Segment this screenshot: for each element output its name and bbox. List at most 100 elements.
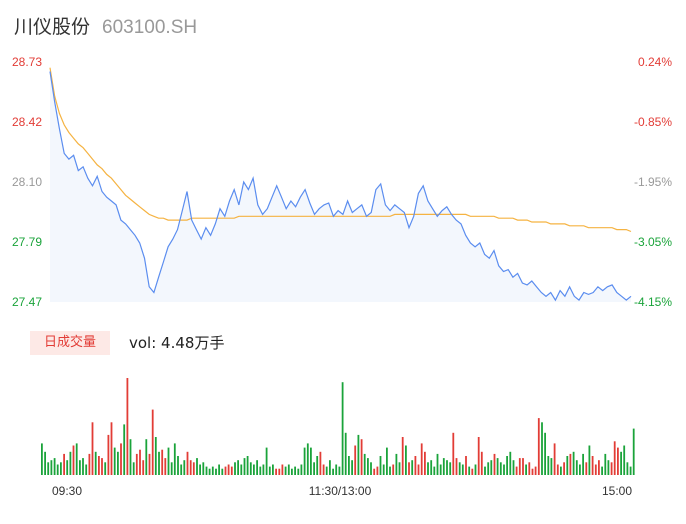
volume-bar xyxy=(376,466,379,475)
time-tick-label: 11:30/13:00 xyxy=(309,484,372,498)
volume-bar xyxy=(79,460,81,475)
volume-bar xyxy=(433,466,436,475)
stock-header: 川仪股份 603100.SH xyxy=(14,12,197,42)
volume-bar xyxy=(294,466,296,475)
volume-bar xyxy=(452,432,455,475)
time-tick-label: 15:00 xyxy=(602,484,632,498)
volume-bar xyxy=(449,462,452,475)
volume-bar xyxy=(154,437,157,475)
average-price-line xyxy=(49,67,632,233)
volume-bar xyxy=(496,458,499,475)
volume-bar xyxy=(547,456,550,475)
volume-bar xyxy=(94,451,97,475)
volume-bar xyxy=(566,456,569,475)
volume-bar xyxy=(427,462,429,475)
volume-bar xyxy=(582,453,584,475)
volume-bar xyxy=(468,466,471,475)
volume-bar xyxy=(170,462,173,475)
volume-bar xyxy=(386,447,388,475)
volume-bar xyxy=(503,464,505,475)
volume-bar xyxy=(41,443,43,475)
volume-bar xyxy=(509,451,512,475)
volume-bar xyxy=(335,464,338,475)
volume-bar xyxy=(145,439,148,475)
price-tick-label: 27.47 xyxy=(12,295,42,309)
volume-bar xyxy=(322,464,325,475)
volume-bar xyxy=(515,466,518,475)
volume-bar xyxy=(455,458,458,475)
percent-tick-label: -3.05% xyxy=(634,235,672,249)
volume-bar xyxy=(484,466,486,475)
volume-bar xyxy=(461,464,464,475)
volume-bar xyxy=(85,464,88,475)
volume-bar xyxy=(123,424,126,475)
percent-axis: 0.24% -0.85% -1.95% -3.05% -4.15% xyxy=(634,55,672,309)
volume-bar xyxy=(148,453,151,475)
percent-tick-label: -4.15% xyxy=(634,295,672,309)
volume-bar xyxy=(82,458,84,475)
volume-bar xyxy=(499,462,502,475)
volume-bar xyxy=(528,462,531,475)
price-line xyxy=(49,71,632,302)
volume-bar xyxy=(189,460,192,475)
volume-bar xyxy=(417,464,420,475)
volume-bar xyxy=(373,468,376,475)
percent-tick-label: -0.85% xyxy=(634,115,672,129)
volume-bar xyxy=(158,451,160,475)
volume-bar xyxy=(113,447,116,475)
volume-bar xyxy=(563,462,565,475)
volume-bar xyxy=(227,464,230,475)
volume-bar xyxy=(221,468,224,475)
volume-bar xyxy=(405,445,407,475)
volume-bars xyxy=(41,378,635,475)
volume-bar xyxy=(129,439,132,475)
volume-bar xyxy=(544,432,546,475)
time-tick-label: 09:30 xyxy=(52,484,82,498)
volume-bar xyxy=(88,453,91,475)
volume-bar xyxy=(585,462,588,475)
volume-bar xyxy=(442,458,445,475)
volume-bar xyxy=(487,462,490,475)
percent-tick-label: 0.24% xyxy=(638,55,672,69)
volume-bar xyxy=(550,458,553,475)
volume-bar xyxy=(610,462,613,475)
volume-bar xyxy=(525,464,527,475)
volume-bar xyxy=(490,460,493,475)
volume-bar xyxy=(275,468,277,475)
volume-bar xyxy=(243,458,246,475)
price-tick-label: 28.42 xyxy=(12,115,42,129)
volume-bar xyxy=(329,460,331,475)
volume-bar xyxy=(177,456,179,475)
volume-bar xyxy=(477,437,480,475)
volume-bar xyxy=(53,458,56,475)
volume-bar xyxy=(230,466,233,475)
volume-bar xyxy=(72,445,75,475)
volume-tag: 日成交量 xyxy=(30,331,110,355)
volume-bar xyxy=(319,451,322,475)
volume-bar xyxy=(50,460,53,475)
volume-bar xyxy=(594,464,597,475)
volume-bar xyxy=(446,460,448,475)
volume-bar xyxy=(75,443,78,475)
volume-bar xyxy=(367,458,369,475)
volume-bar xyxy=(341,382,344,475)
volume-bar xyxy=(401,437,404,475)
volume-bar xyxy=(360,439,363,475)
volume-bar xyxy=(161,449,164,475)
volume-bar xyxy=(348,456,350,475)
volume-bar xyxy=(439,464,442,475)
volume-bar xyxy=(69,451,72,475)
volume-bar xyxy=(588,445,591,475)
volume-bar xyxy=(278,468,281,475)
volume-bar xyxy=(370,462,372,475)
volume-bar xyxy=(395,453,398,475)
volume-bar xyxy=(351,460,353,475)
volume-bar xyxy=(240,464,243,475)
volume-bar xyxy=(338,466,341,475)
volume-bar xyxy=(180,464,183,475)
volume-bar xyxy=(541,422,543,475)
time-axis: 09:30 11:30/13:00 15:00 xyxy=(52,484,632,498)
volume-bar xyxy=(91,422,94,475)
volume-bar xyxy=(183,460,186,475)
